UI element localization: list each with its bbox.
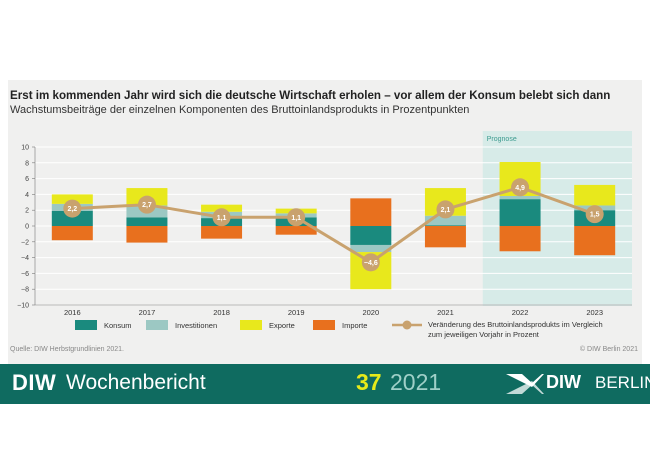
legend-importe-label: Importe <box>342 321 368 330</box>
gdp-line <box>72 185 596 264</box>
chart-title: Erst im kommenden Jahr wird sich die deu… <box>10 89 611 102</box>
gdp-point-2018 <box>212 208 231 227</box>
gdp-point-2020 <box>361 253 380 272</box>
issue-year: 2021 <box>390 369 442 395</box>
bar-exporte-2016 <box>51 194 93 204</box>
y-tick-label: −8 <box>21 287 29 294</box>
legend-investitionen-label: Investitionen <box>175 321 218 330</box>
legend-exporte-swatch <box>240 320 262 330</box>
x-tick-label-2017: 2017 <box>139 308 156 317</box>
bar-investitionen-2022 <box>499 195 541 200</box>
copyright-note: © DIW Berlin 2021 <box>579 346 638 353</box>
legend-bip-swatch <box>392 320 422 330</box>
source-note: Quelle: DIW Herbstgrundlinien 2021. <box>10 346 125 353</box>
legend-konsum-swatch <box>75 320 97 330</box>
y-tick-label: 6 <box>25 176 29 183</box>
gdp-point-2022 <box>511 178 530 197</box>
legend-bip-label-line2: zum jeweiligen Vorjahr in Prozent <box>428 330 539 339</box>
x-axis: 2016 2017 2018 2019 2020 2021 2022 2023 <box>35 304 632 317</box>
gdp-point-label-2018: 1,1 <box>217 215 227 222</box>
gdp-point-label-2021: 2,1 <box>441 207 451 214</box>
forecast-label: Prognose <box>487 136 517 143</box>
x-tick-label-2019: 2019 <box>288 308 305 317</box>
legend-exporte-label: Exporte <box>269 321 295 330</box>
gdp-points: 2,2 2,7 1,1 1,1 −4,6 2,1 4,9 1,5 <box>63 178 604 272</box>
gdp-point-2016 <box>63 199 82 218</box>
y-axis: 10 8 6 4 2 0 −2 −4 −6 −8 −10 <box>17 145 36 310</box>
bar-konsum-2022 <box>499 199 541 226</box>
y-tick-label: −10 <box>17 303 29 310</box>
bar-importe-2016 <box>51 226 93 241</box>
gdp-point-label-2017: 2,7 <box>142 202 152 209</box>
legend-investitionen-swatch <box>146 320 168 330</box>
bar-importe-2022 <box>499 226 541 252</box>
y-tick-label: 8 <box>25 160 29 167</box>
x-tick-label-2023: 2023 <box>586 308 603 317</box>
bar-exporte-2023 <box>574 184 616 206</box>
y-tick-label: 0 <box>25 224 29 231</box>
gdp-point-2021 <box>436 200 455 219</box>
legend-konsum-label: Konsum <box>104 321 132 330</box>
bar-importe-2017 <box>126 226 168 243</box>
y-tick-label: 10 <box>21 145 29 152</box>
bar-konsum-2020 <box>350 226 392 245</box>
y-tick-label: 4 <box>25 192 29 199</box>
bar-importe-2018 <box>201 226 243 239</box>
gdp-point-2019 <box>287 208 306 227</box>
bar-importe-2023 <box>574 226 616 256</box>
bar-konsum-2016 <box>51 210 93 226</box>
gdp-line-path <box>72 185 596 264</box>
bar-investitionen-2021 <box>424 215 466 226</box>
logo-city: BERLIN <box>595 373 650 392</box>
bar-investitionen-2020 <box>350 244 392 253</box>
footer-band <box>0 364 650 404</box>
gdp-point-2017 <box>137 195 156 214</box>
bar-exporte-2018 <box>201 204 243 212</box>
bar-importe-2021 <box>424 226 466 248</box>
bar-importe-2019 <box>275 226 317 235</box>
gdp-point-label-2016: 2,2 <box>67 206 77 213</box>
gdp-point-label-2022: 4,9 <box>515 185 525 192</box>
y-tick-label: −6 <box>21 271 29 278</box>
gdp-point-label-2023: 1,5 <box>590 212 600 219</box>
gdp-point-label-2019: 1,1 <box>291 215 301 222</box>
legend-importe-swatch <box>313 320 335 330</box>
bar-importe-2020 <box>350 198 392 226</box>
x-tick-label-2022: 2022 <box>512 308 529 317</box>
y-tick-label: −2 <box>21 239 29 246</box>
issue-number: 37 <box>356 369 382 395</box>
gdp-point-2023 <box>585 205 604 224</box>
x-tick-label-2016: 2016 <box>64 308 81 317</box>
bar-konsum-2021 <box>424 225 466 226</box>
bar-konsum-2017 <box>126 217 168 226</box>
brand-abbr: DIW <box>12 370 57 395</box>
legend-bip-label-line1: Veränderung des Bruttoinlandsprodukts im… <box>428 320 603 329</box>
x-tick-label-2020: 2020 <box>362 308 379 317</box>
x-tick-label-2021: 2021 <box>437 308 454 317</box>
brand-name: Wochenbericht <box>66 371 206 394</box>
y-tick-label: 2 <box>25 208 29 215</box>
gdp-point-label-2020: −4,6 <box>364 260 378 267</box>
diw-logo-icon <box>506 374 544 394</box>
y-tick-label: −4 <box>21 255 29 262</box>
x-tick-label-2018: 2018 <box>213 308 230 317</box>
chart-subtitle: Wachstumsbeiträge der einzelnen Komponen… <box>10 104 470 116</box>
logo-abbr: DIW <box>546 372 581 392</box>
